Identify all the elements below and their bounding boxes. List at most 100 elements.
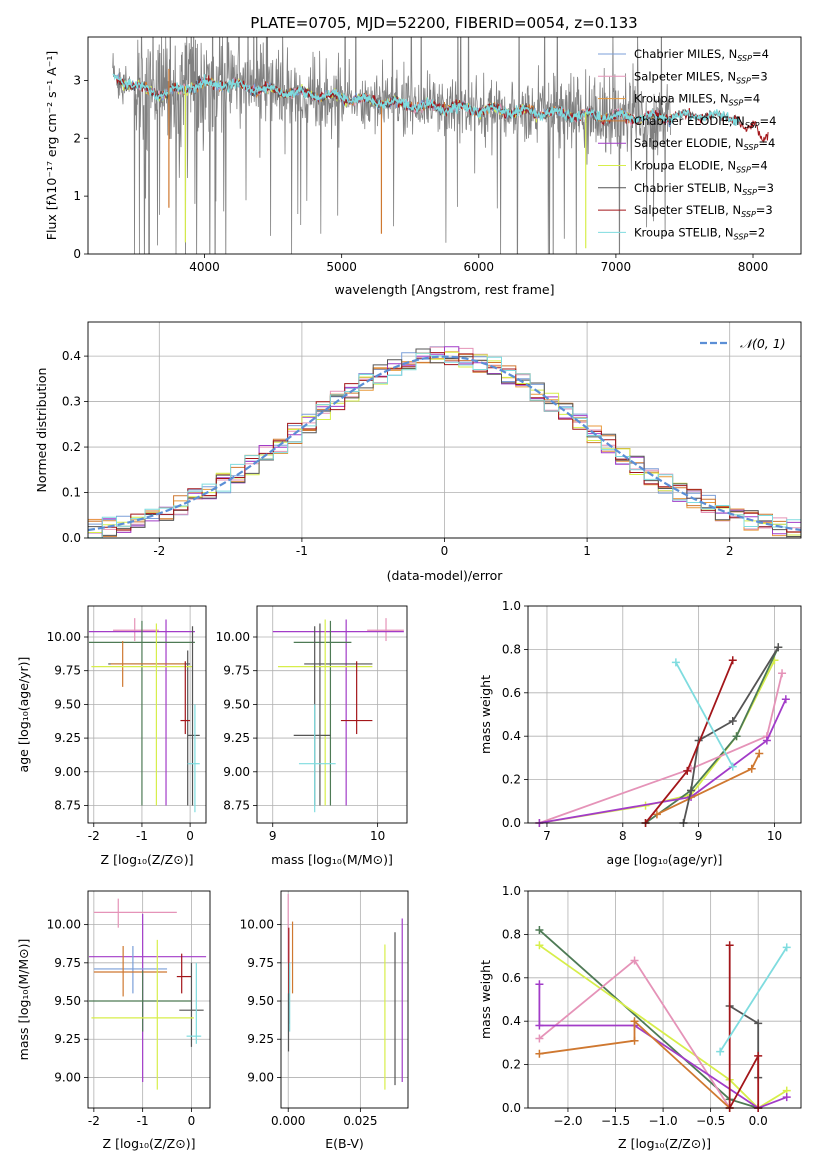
errorbar-point-green	[88, 970, 192, 1032]
spectrum-plot	[112, 37, 769, 254]
series-marker-salp_elodie	[762, 736, 771, 745]
histogram-plot	[88, 346, 801, 538]
x-tick-label: 0.025	[343, 1114, 377, 1128]
y-tick-label: 9.25	[247, 1032, 274, 1046]
errorbar-point-salp_miles	[93, 898, 177, 928]
legend-entry-salp_miles: Salpeter MILES, NSSP=3	[634, 69, 768, 85]
y-tick-label: 9.00	[223, 765, 250, 779]
mass-vs-metallicity-panel: -2 -1 0 9.00 9.25 9.50 9.75 10.00 Z [log₁₀(Z/Z⊙)…	[16, 890, 211, 1151]
series-marker-chab_elodie	[747, 764, 756, 773]
legend-sub: SSP	[736, 76, 751, 85]
y-axis-label: mass weight	[478, 960, 493, 1039]
y-axis-label: Flux [fλ10⁻¹⁷ erg cm⁻² s⁻¹ A⁻¹]	[44, 51, 59, 240]
mass-vs-ebv-panel: 0.000 0.025 9.00 9.25 9.50 9.75 10.00 E(B-V)	[240, 890, 409, 1151]
legend-tail: =4	[751, 159, 768, 173]
series-line-chab_elodie	[539, 1019, 731, 1109]
x-tick-label: 0.000	[271, 1114, 305, 1128]
x-tick-label: -1	[296, 544, 308, 558]
x-tick-label: 8	[619, 829, 627, 843]
x-tick-label: 2	[726, 544, 734, 558]
series-line-green	[644, 646, 780, 824]
x-tick-label: -1	[137, 1114, 149, 1128]
x-tick-label: -1	[136, 829, 148, 843]
series-marker-salp_miles	[778, 669, 787, 678]
x-tick-label: 0	[186, 829, 194, 843]
errorbar-point-krou_stelib	[186, 962, 202, 1044]
axes-frame	[87, 890, 211, 1109]
x-tick-label: −1.5	[601, 1114, 630, 1128]
series-marker-chab_stelib	[754, 1019, 763, 1028]
y-tick-label: 0.6	[502, 971, 521, 985]
axes-frame	[527, 890, 802, 1109]
x-tick-label: 7	[543, 829, 551, 843]
legend-text: Salpeter MILES, N	[634, 69, 736, 83]
y-tick-label: 9.50	[54, 697, 81, 711]
legend-text: Chabrier MILES, N	[634, 47, 737, 61]
y-tick-label: 9.25	[223, 731, 250, 745]
x-tick-label: 5000	[326, 260, 357, 274]
series-line-salp_stelib	[728, 945, 760, 1109]
x-tick-label: 4000	[189, 260, 220, 274]
y-tick-label: 9.00	[54, 765, 81, 779]
legend-text: Kroupa ELODIE, N	[634, 159, 736, 173]
x-axis-label: wavelength [Angstrom, rest frame]	[334, 282, 554, 297]
massweight-vs-age-panel: 7 8 9 10 0.0 0.2 0.4 0.6 0.8 1.0 age [log₁₀(age/yr…	[478, 599, 802, 867]
errorbar-plot	[88, 618, 200, 813]
x-axis-label: mass [log₁₀(M/M⊙)]	[271, 852, 393, 867]
residuals-panel: -2 -1 0 1 2 0.0 0.1 0.2 0.3 0.4 (data-model)/error…	[34, 321, 802, 583]
x-tick-label: 7000	[601, 260, 632, 274]
y-tick-label: 10.00	[240, 918, 274, 932]
observed-spectrum-line	[112, 37, 671, 254]
y-tick-label: 0.2	[62, 440, 81, 454]
series-marker-green	[535, 926, 544, 935]
legend-tail: =3	[751, 69, 768, 83]
y-tick-label: 0.0	[62, 531, 81, 545]
x-axis-label: (data-model)/error	[387, 568, 504, 583]
legend-text: Salpeter STELIB, N	[634, 203, 741, 217]
errorbar-point-salp_elodie	[88, 913, 207, 1083]
legend-entry-chab_stelib: Chabrier STELIB, NSSP=3	[634, 181, 774, 197]
series-marker-salp_miles	[630, 956, 639, 965]
y-tick-label: 9.75	[247, 956, 274, 970]
legend-text: Salpeter ELODIE, N	[634, 136, 744, 150]
errorbar-point-salp_elodie	[272, 619, 404, 806]
errorbar-point-chab_stelib	[179, 962, 204, 1047]
legend-text: Chabrier ELODIE, N	[634, 114, 745, 128]
line-plot	[535, 643, 790, 827]
y-tick-label: 9.75	[54, 956, 81, 970]
errorbar-point-chab_stelib	[108, 650, 191, 806]
series-marker-krou_stelib	[671, 658, 680, 667]
series-marker-salp_stelib	[754, 1051, 763, 1060]
y-axis-label: mass weight	[478, 675, 493, 754]
x-tick-label: 0.0	[749, 1114, 768, 1128]
errorbar-point-salp_stelib	[340, 661, 373, 735]
legend-tail: =4	[760, 114, 777, 128]
legend-text: Kroupa MILES, N	[634, 92, 729, 106]
normal-distribution-curve	[88, 355, 801, 532]
errorbar-point-chab_elodie	[110, 641, 186, 687]
series-marker-chab_elodie	[755, 749, 764, 758]
y-tick-label: 0.4	[502, 1014, 521, 1028]
y-tick-label: 0.3	[62, 395, 81, 409]
legend-entry-krou_stelib: Kroupa STELIB, NSSP=2	[634, 225, 765, 241]
series-line-green	[538, 929, 759, 1109]
series-marker-salp_stelib	[728, 656, 737, 665]
series-marker-salp_miles	[535, 1034, 544, 1043]
x-tick-label: -2	[88, 1114, 100, 1128]
series-line-salp_elodie	[539, 698, 787, 824]
axes-frame	[87, 605, 207, 824]
errorbar-point-krou_stelib	[298, 704, 336, 813]
y-tick-label: 0	[73, 247, 81, 261]
legend-sub: SSP	[729, 99, 744, 108]
series-marker-salp_stelib	[725, 941, 734, 950]
legend-tail: =4	[743, 92, 760, 106]
errorbar-point-chab_miles	[93, 946, 168, 994]
y-tick-label: 0.4	[502, 729, 521, 743]
legend-sub: SSP	[737, 54, 752, 63]
y-tick-label: 0.4	[62, 349, 81, 363]
y-tick-label: 8.75	[223, 798, 250, 812]
histogram-krou_stelib	[88, 352, 801, 538]
legend-tail: =3	[757, 181, 774, 195]
